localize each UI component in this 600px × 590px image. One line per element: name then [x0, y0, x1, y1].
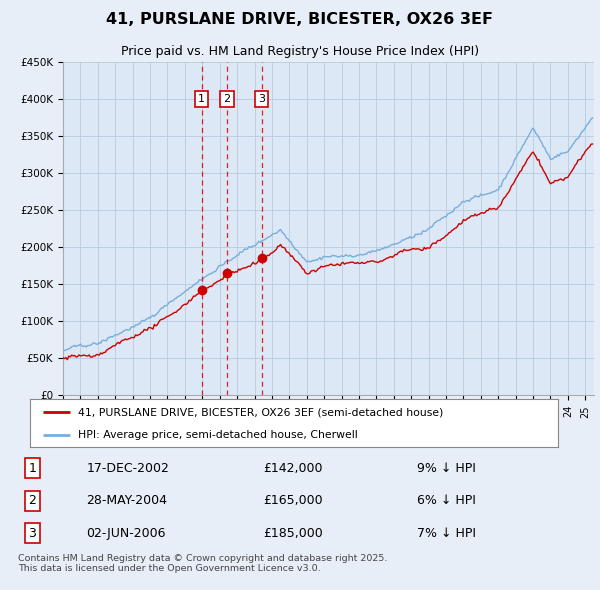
Text: 02-JUN-2006: 02-JUN-2006	[86, 527, 166, 540]
Text: Contains HM Land Registry data © Crown copyright and database right 2025.
This d: Contains HM Land Registry data © Crown c…	[18, 553, 388, 573]
Text: 1: 1	[198, 94, 205, 104]
Text: Price paid vs. HM Land Registry's House Price Index (HPI): Price paid vs. HM Land Registry's House …	[121, 45, 479, 58]
Text: 17-DEC-2002: 17-DEC-2002	[86, 462, 169, 475]
Text: 6% ↓ HPI: 6% ↓ HPI	[417, 494, 476, 507]
Text: 3: 3	[259, 94, 265, 104]
Text: 2: 2	[223, 94, 230, 104]
Text: 28-MAY-2004: 28-MAY-2004	[86, 494, 167, 507]
Text: 41, PURSLANE DRIVE, BICESTER, OX26 3EF: 41, PURSLANE DRIVE, BICESTER, OX26 3EF	[107, 12, 493, 27]
Text: 9% ↓ HPI: 9% ↓ HPI	[417, 462, 476, 475]
Text: 1: 1	[28, 462, 36, 475]
Text: HPI: Average price, semi-detached house, Cherwell: HPI: Average price, semi-detached house,…	[77, 430, 357, 440]
Text: 41, PURSLANE DRIVE, BICESTER, OX26 3EF (semi-detached house): 41, PURSLANE DRIVE, BICESTER, OX26 3EF (…	[77, 408, 443, 418]
Text: 3: 3	[28, 527, 36, 540]
Text: £165,000: £165,000	[263, 494, 323, 507]
Text: £142,000: £142,000	[263, 462, 323, 475]
Text: 2: 2	[28, 494, 36, 507]
Text: £185,000: £185,000	[263, 527, 323, 540]
Text: 7% ↓ HPI: 7% ↓ HPI	[417, 527, 476, 540]
